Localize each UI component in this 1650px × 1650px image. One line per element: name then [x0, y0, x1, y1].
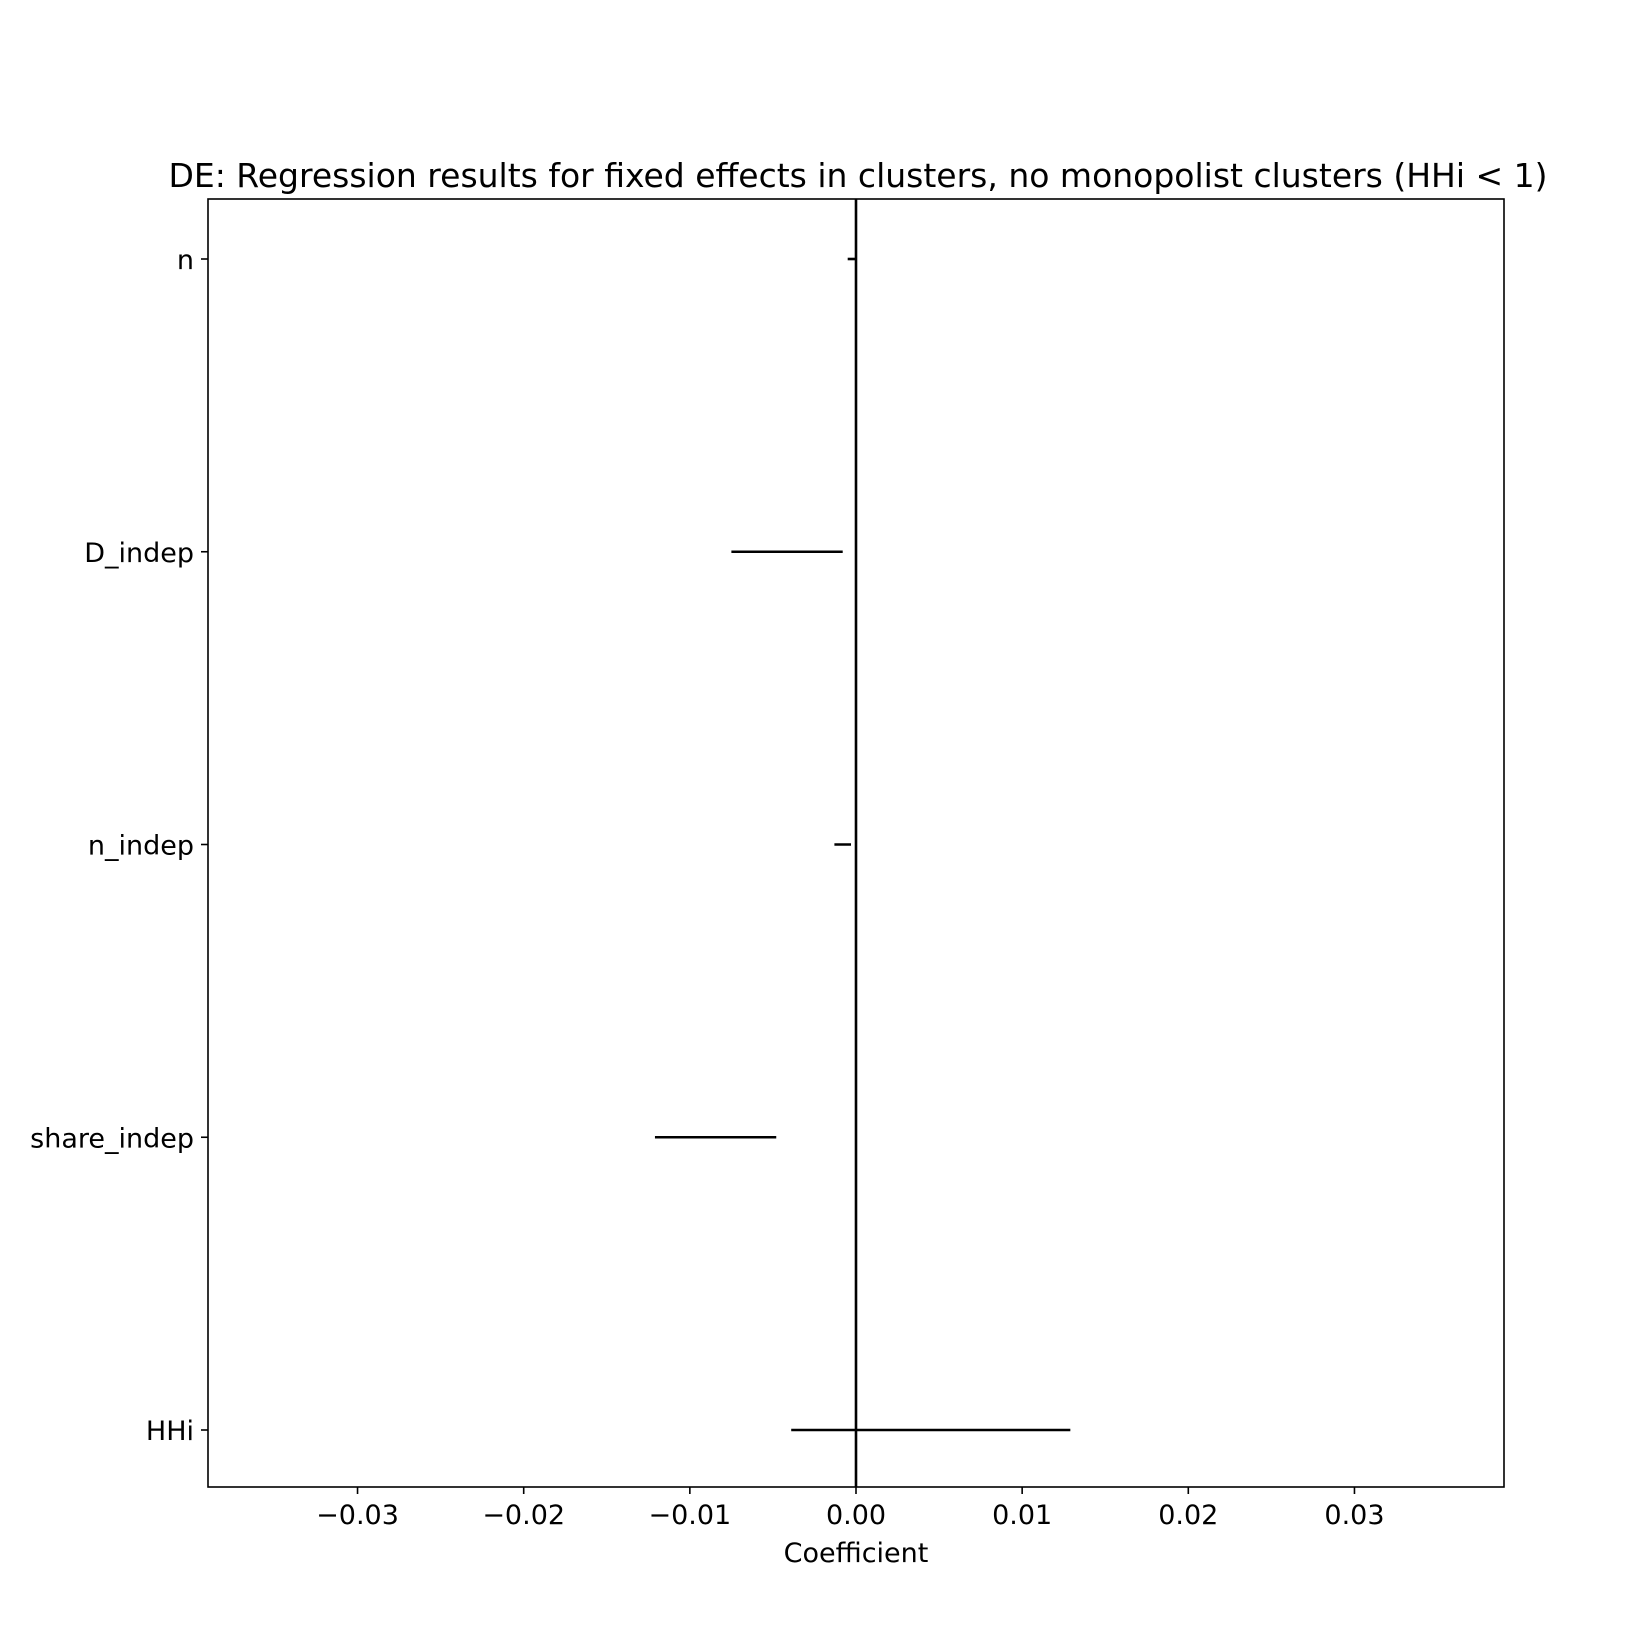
x-tick-label: −0.03 — [316, 1500, 399, 1531]
y-tick-label: D_indep — [84, 538, 194, 569]
x-tick-label: 0.03 — [1324, 1500, 1384, 1531]
x-tick-label: −0.01 — [648, 1500, 731, 1531]
x-tick-label: 0.02 — [1158, 1500, 1218, 1531]
x-tick-label: 0.00 — [826, 1500, 886, 1531]
x-axis: −0.03 −0.02 −0.01 0.00 0.01 0.02 0.03 — [316, 1487, 1385, 1531]
x-tick-label: 0.01 — [992, 1500, 1052, 1531]
y-tick-label: HHi — [146, 1416, 194, 1447]
interval-layer — [654, 257, 1071, 1432]
y-axis: n D_indep n_indep share_indep HHi — [30, 245, 208, 1447]
y-tick-label: share_indep — [30, 1123, 194, 1154]
x-axis-label: Coefficient — [784, 1538, 929, 1569]
chart-title: DE: Regression results for fixed effects… — [168, 156, 1547, 195]
y-tick-label: n — [177, 245, 194, 276]
y-tick-label: n_indep — [88, 831, 194, 862]
x-tick-label: −0.02 — [482, 1500, 565, 1531]
